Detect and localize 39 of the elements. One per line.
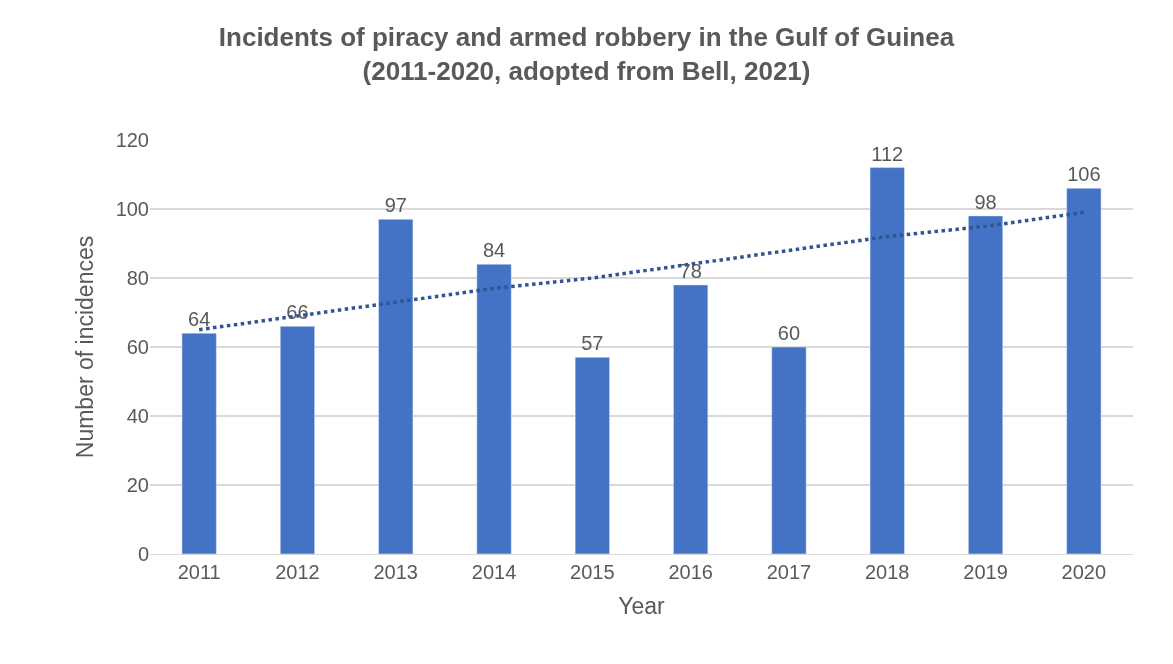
y-tick-label: 120 [115, 129, 149, 151]
bar [673, 284, 709, 554]
data-label: 106 [1067, 163, 1101, 186]
data-label: 112 [871, 142, 904, 165]
x-tick-label: 2019 [963, 561, 1008, 583]
bar [181, 332, 217, 554]
data-label: 98 [974, 190, 997, 213]
data-label: 57 [581, 332, 604, 355]
bar [476, 263, 512, 554]
x-tick-label: 2011 [177, 561, 221, 583]
y-axis-title: Number of incidences [72, 235, 99, 459]
x-tick-label: 2014 [471, 561, 517, 583]
bar [968, 215, 1003, 554]
bar [378, 219, 414, 554]
bar [771, 346, 807, 554]
y-tick-label: 40 [126, 405, 149, 427]
x-tick-label: 2016 [668, 561, 713, 583]
x-tick-label: 2015 [570, 561, 615, 583]
y-tick-label: 100 [115, 198, 149, 220]
data-label: 84 [482, 239, 506, 262]
x-tick-label: 2017 [766, 561, 812, 583]
bar [574, 357, 610, 554]
bar [1066, 188, 1102, 554]
x-tick-label: 2013 [373, 561, 418, 583]
x-axis-title: Year [618, 592, 666, 619]
y-tick-label: 80 [126, 267, 149, 289]
y-tick-label: 20 [126, 474, 149, 496]
data-label: 66 [286, 301, 309, 324]
data-label: 97 [384, 194, 407, 217]
bar [869, 167, 905, 554]
y-tick-label: 60 [126, 336, 149, 358]
data-label: 60 [777, 322, 801, 344]
chart-title: Incidents of piracy and armed robbery in the Gulf of Guinea (2011-2020, adopted from Bell, 2021) [218, 22, 955, 87]
x-tick-label: 2020 [1061, 561, 1107, 583]
data-label: 64 [188, 308, 211, 331]
x-tick-label: 2012 [275, 561, 320, 583]
x-tick-label: 2018 [865, 561, 910, 583]
bar [280, 326, 315, 554]
y-tick-label: 0 [137, 543, 149, 565]
